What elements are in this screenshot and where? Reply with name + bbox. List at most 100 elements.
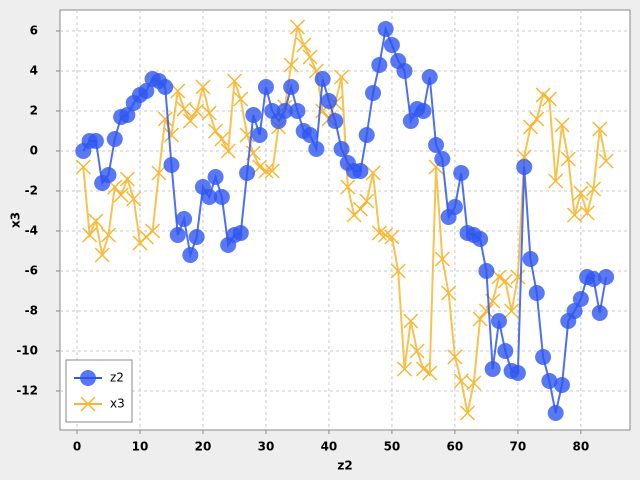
marker	[509, 365, 526, 381]
marker	[453, 165, 470, 181]
marker	[371, 57, 388, 73]
marker	[516, 159, 533, 175]
marker	[289, 103, 306, 119]
y-tick-label: -8	[25, 304, 38, 318]
marker	[327, 113, 344, 129]
marker	[314, 71, 331, 87]
x-tick-label: 50	[384, 440, 401, 454]
x-tick-label: 20	[195, 440, 212, 454]
marker	[359, 193, 375, 209]
marker	[245, 107, 262, 123]
marker	[478, 263, 495, 279]
marker	[119, 171, 135, 187]
marker	[472, 311, 488, 327]
x-tick-label: 30	[258, 440, 275, 454]
marker	[163, 157, 180, 173]
marker	[598, 269, 615, 285]
marker	[157, 111, 173, 127]
marker	[87, 133, 104, 149]
x-tick-label: 70	[510, 440, 527, 454]
marker	[352, 163, 369, 179]
marker	[447, 349, 463, 365]
marker	[529, 111, 545, 127]
marker	[163, 127, 180, 143]
marker	[434, 151, 451, 167]
marker	[528, 285, 545, 301]
marker	[182, 113, 198, 129]
marker	[302, 127, 319, 143]
marker	[504, 303, 520, 319]
marker	[207, 169, 224, 185]
marker	[276, 103, 293, 119]
marker	[232, 225, 249, 241]
marker	[396, 63, 413, 79]
marker	[403, 313, 419, 329]
marker	[251, 127, 268, 143]
marker	[377, 21, 394, 37]
marker	[567, 207, 583, 223]
marker	[453, 373, 469, 389]
marker	[296, 37, 312, 53]
marker	[302, 49, 318, 65]
marker	[258, 163, 274, 179]
marker	[553, 377, 570, 393]
marker	[145, 223, 161, 239]
y-tick-label: -2	[25, 184, 38, 198]
legend-label: x3	[110, 397, 125, 411]
marker	[214, 131, 230, 147]
marker	[422, 365, 438, 381]
marker	[585, 181, 602, 197]
marker	[283, 79, 300, 95]
x-tick-label: 0	[73, 440, 81, 454]
marker	[446, 199, 463, 215]
marker	[289, 19, 305, 35]
x-axis-title: z2	[337, 459, 352, 473]
legend-marker	[80, 370, 96, 386]
marker	[257, 79, 274, 95]
x-tick-label: 80	[573, 440, 590, 454]
marker	[94, 247, 110, 263]
marker	[226, 73, 242, 89]
marker	[283, 57, 299, 73]
marker	[573, 185, 589, 201]
marker	[106, 131, 123, 147]
marker	[541, 373, 558, 389]
legend-marker	[80, 396, 96, 412]
marker	[100, 167, 117, 183]
marker	[478, 303, 494, 319]
y-tick-label: -12	[16, 384, 38, 398]
marker	[383, 37, 400, 53]
marker	[415, 103, 432, 119]
marker	[113, 187, 129, 203]
marker	[554, 117, 570, 133]
y-tick-label: 2	[30, 104, 38, 118]
marker	[358, 127, 375, 143]
marker	[340, 179, 356, 195]
marker	[421, 69, 438, 85]
marker	[100, 227, 117, 243]
x-tick-label: 60	[447, 440, 464, 454]
marker	[591, 305, 608, 321]
marker	[365, 165, 381, 181]
marker	[402, 113, 419, 129]
marker	[541, 91, 557, 107]
marker	[220, 143, 236, 159]
marker	[459, 405, 476, 421]
marker	[334, 69, 350, 85]
marker	[239, 165, 256, 181]
marker	[75, 159, 91, 175]
marker	[510, 269, 526, 285]
legend-box	[65, 359, 133, 423]
marker	[384, 229, 400, 245]
marker	[484, 361, 501, 377]
marker	[169, 227, 186, 243]
marker	[308, 141, 325, 157]
marker	[472, 231, 489, 247]
marker	[434, 251, 450, 267]
marker	[579, 205, 595, 221]
marker	[497, 273, 513, 289]
marker	[189, 103, 205, 119]
marker	[548, 173, 564, 189]
marker	[352, 201, 368, 217]
